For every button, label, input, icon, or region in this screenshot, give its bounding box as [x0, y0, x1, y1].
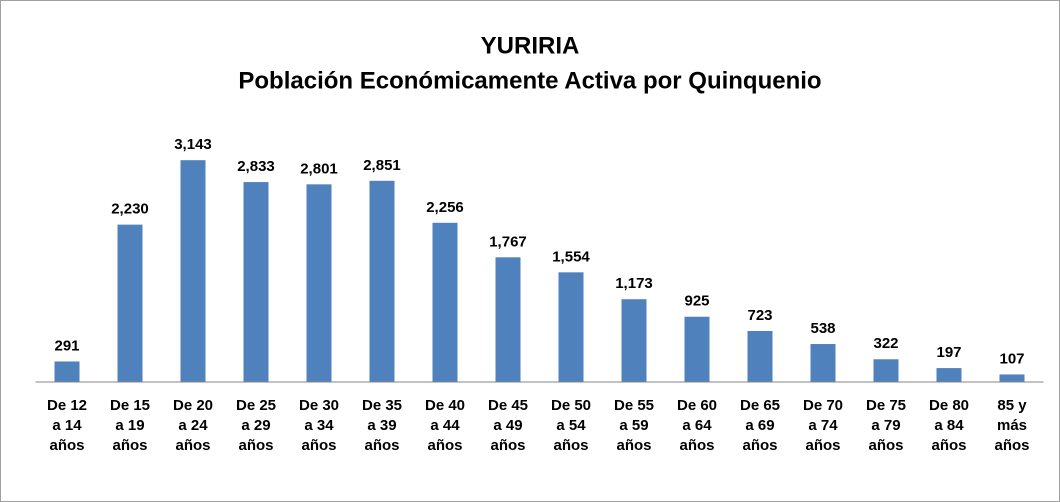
x-tick-label: De 35 a 39 años [361, 397, 403, 454]
bar [999, 374, 1025, 382]
bar [747, 330, 773, 382]
data-label: 291 [54, 337, 79, 354]
data-label: 2,801 [300, 160, 338, 177]
bar [873, 359, 899, 382]
data-label: 538 [810, 320, 835, 337]
data-label: 723 [747, 307, 772, 324]
x-tick-label: De 12 a 14 años [46, 397, 88, 454]
x-tick-label: De 70 a 74 años [802, 397, 844, 454]
data-label: 925 [684, 293, 709, 310]
bar [306, 184, 332, 382]
data-label: 197 [936, 344, 961, 361]
data-label: 2,851 [363, 157, 401, 174]
x-tick-label: De 55 a 59 años [613, 397, 655, 454]
bar [117, 224, 143, 382]
data-label: 2,256 [426, 199, 464, 216]
bar [180, 160, 206, 382]
x-tick-label: De 25 a 29 años [235, 397, 277, 454]
bar [495, 257, 521, 382]
data-label: 3,143 [174, 136, 212, 153]
x-tick-label: De 65 a 69 años [739, 397, 781, 454]
bar [432, 222, 458, 382]
data-label: 2,230 [111, 201, 149, 218]
x-tick-label: De 75 a 79 años [865, 397, 907, 454]
bar [243, 182, 269, 382]
bar [558, 272, 584, 382]
chart-subtitle: Población Económicamente Activa por Quin… [238, 67, 821, 94]
data-label: 1,554 [552, 248, 590, 265]
data-label: 1,173 [615, 275, 653, 292]
bar [810, 344, 836, 382]
x-tick-label: De 15 a 19 años [109, 397, 151, 454]
x-tick-label: De 20 a 24 años [172, 397, 214, 454]
data-label: 2,833 [237, 158, 275, 175]
x-tick-label: De 80 a 84 años [928, 397, 970, 454]
x-tick-label: De 45 a 49 años [487, 397, 529, 454]
x-tick-label: De 60 a 64 años [676, 397, 718, 454]
bar [621, 299, 647, 382]
x-tick-label: De 50 a 54 años [550, 397, 592, 454]
x-tick-label: De 40 a 44 años [424, 397, 466, 454]
bar [936, 368, 962, 382]
data-label: 1,767 [489, 233, 527, 250]
data-label: 107 [999, 350, 1024, 367]
bar [684, 316, 710, 382]
bar [369, 180, 395, 382]
x-tick-label: De 30 a 34 años [298, 397, 340, 454]
chart-title: YURIRIA [481, 32, 580, 59]
x-tick-label: 85 y más años [994, 397, 1030, 454]
data-label: 322 [873, 335, 898, 352]
bar [54, 361, 80, 382]
